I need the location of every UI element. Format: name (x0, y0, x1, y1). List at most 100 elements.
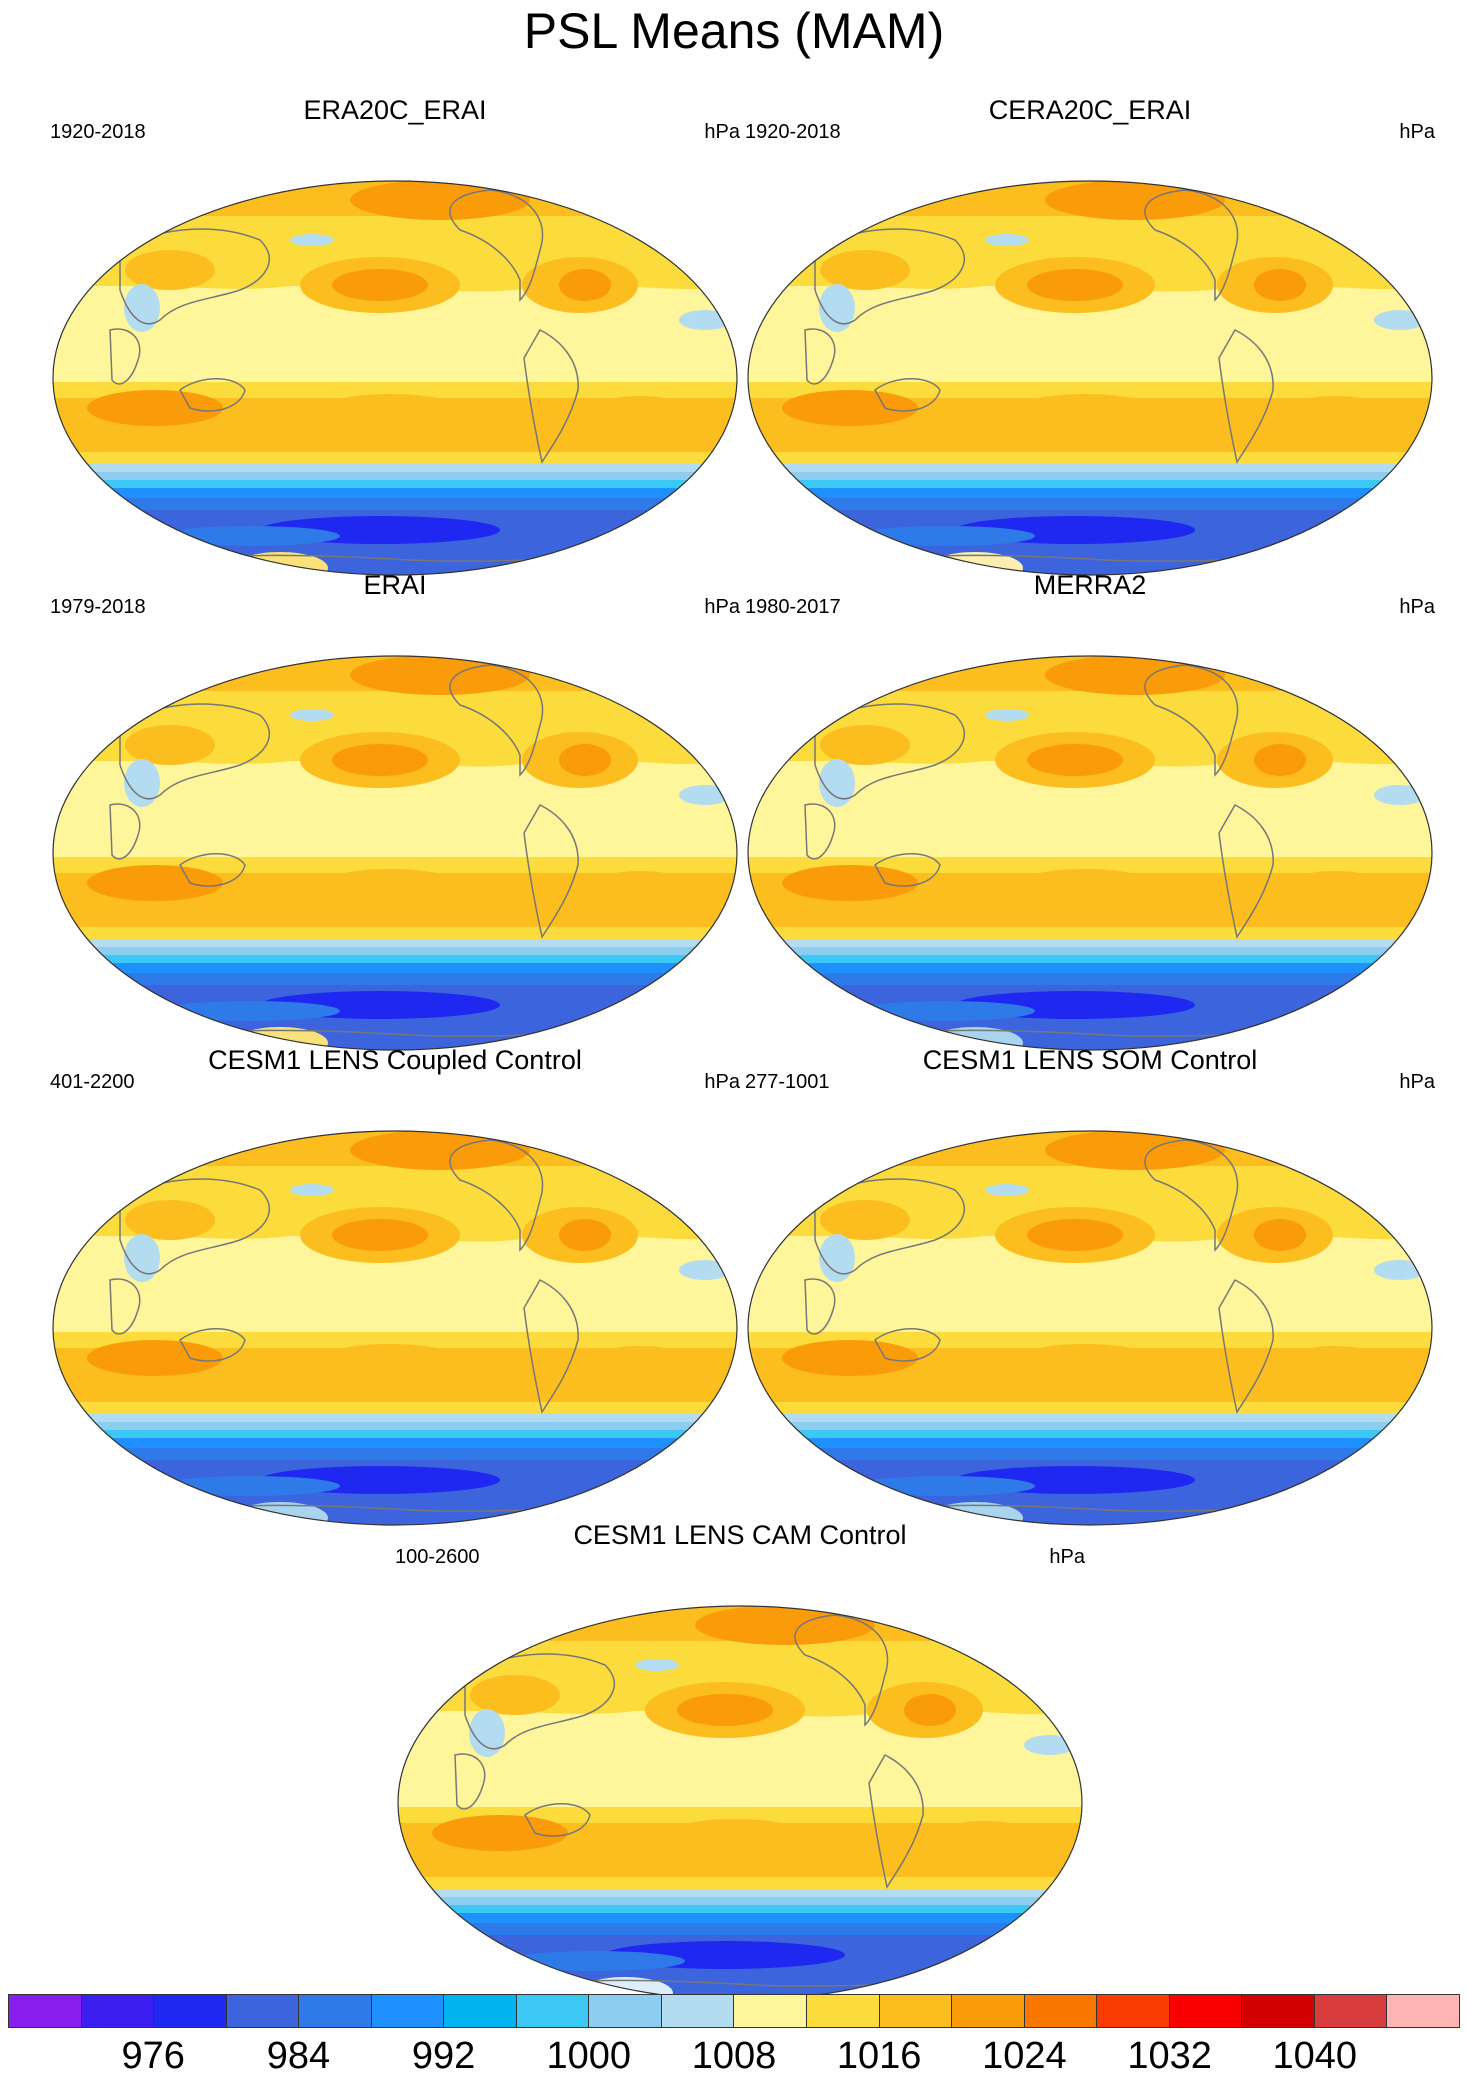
north-atlantic-low (1024, 1735, 1076, 1755)
southern-ocean-5 (53, 498, 737, 510)
atlantic-high-core (559, 269, 611, 301)
panel-years: 401-2200 (50, 1071, 135, 1093)
arctic-high (1045, 1131, 1225, 1170)
aleutian-low (635, 1659, 679, 1671)
colorbar-swatch (516, 1994, 590, 2028)
southern-ocean-4 (53, 488, 737, 498)
colorbar-swatch (661, 1994, 735, 2028)
map-border (52, 1130, 738, 1526)
panel-units: hPa (704, 596, 740, 618)
panel-units: hPa (1399, 121, 1435, 143)
coastline (523, 1279, 579, 1414)
coastline (804, 1278, 836, 1335)
southern-ocean-2 (53, 947, 737, 955)
south-edge-band (748, 452, 1432, 464)
colorbar-swatch (81, 1994, 155, 2028)
southern-ocean-5 (748, 973, 1432, 985)
north-atlantic-low (679, 1260, 731, 1280)
coastline (119, 703, 271, 800)
southern-ocean-1 (748, 1414, 1432, 1422)
south-pacific-high (320, 394, 460, 426)
southern-ocean-2 (398, 1897, 1082, 1905)
south-pacific-high (1015, 1344, 1155, 1376)
panel-units: hPa (1399, 596, 1435, 618)
pacific-high-core (332, 269, 428, 301)
figure-title: PSL Means (MAM) (523, 3, 945, 59)
south-subtropic-inner (748, 857, 1432, 873)
south-atlantic-high (1283, 1346, 1387, 1378)
coastline (794, 1614, 889, 1727)
coastline (179, 853, 246, 887)
panel-title: MERRA2 (1033, 570, 1147, 600)
north-atlantic-low (1374, 1260, 1426, 1280)
southern-ocean-2 (748, 472, 1432, 480)
coastline (523, 329, 579, 464)
colorbar-swatch (1242, 1994, 1315, 2028)
map-field (748, 1131, 1432, 1525)
south-edge-band (748, 1402, 1432, 1414)
siberian-high (470, 1675, 560, 1715)
south-atlantic-high (933, 1821, 1037, 1853)
colorbar-swatch (444, 1994, 517, 2028)
southern-ocean-2 (53, 472, 737, 480)
southern-ocean-3 (748, 955, 1432, 963)
colorbar-swatch (1314, 1994, 1388, 2028)
south-asia-low (124, 759, 160, 807)
indian-high-core (782, 865, 918, 901)
north-atlantic-low (1374, 785, 1426, 805)
southern-ocean-5 (53, 1448, 737, 1460)
south-subtropic-inner (398, 1807, 1082, 1823)
map-projection (52, 180, 738, 576)
colorbar-tick-label: 1040 (1272, 2035, 1358, 2077)
coastline (814, 1178, 966, 1275)
coastline (119, 228, 271, 325)
map-projection (397, 1605, 1083, 2001)
south-pacific-high (320, 1344, 460, 1376)
arctic-high (1045, 656, 1225, 695)
coastline (109, 1278, 141, 1335)
colorbar-tick-label: 992 (411, 2035, 476, 2077)
map-field (53, 656, 737, 1050)
south-subtropic-inner (53, 1332, 737, 1348)
colorbar (8, 1994, 1460, 2028)
panel-title: ERA20C_ERAI (303, 95, 487, 125)
colorbar-swatch (8, 1994, 82, 2028)
indian-high-core (782, 390, 918, 426)
southern-ocean-4 (748, 963, 1432, 973)
coastline (1218, 804, 1274, 939)
south-atlantic-high (588, 1346, 692, 1378)
coastline (874, 378, 941, 412)
coastline (449, 189, 544, 302)
panel-years: 1920-2018 (50, 121, 146, 143)
map-panel: ERAI 1979-2018 hPa (50, 565, 740, 1051)
south-pacific-high (1015, 869, 1155, 901)
south-asia-low (819, 284, 855, 332)
southern-ocean-3 (53, 1430, 737, 1438)
southern-ocean-1 (748, 939, 1432, 947)
trough-west (855, 1476, 1035, 1496)
map-projection (52, 655, 738, 1051)
aleutian-low (290, 234, 334, 246)
indian-high-core (87, 390, 223, 426)
colorbar-swatch (952, 1994, 1025, 2028)
south-atlantic-high (1283, 396, 1387, 428)
colorbar-swatch (1097, 1994, 1170, 2028)
southern-ocean-4 (748, 488, 1432, 498)
colorbar-swatch (299, 1994, 372, 2028)
map-border (747, 180, 1433, 576)
map-projection (747, 655, 1433, 1051)
southern-ocean-2 (53, 1422, 737, 1430)
southern-ocean-1 (53, 464, 737, 472)
coastline (523, 804, 579, 939)
trough-west (160, 1476, 340, 1496)
coastline (464, 1653, 616, 1750)
south-subtropic-inner (53, 857, 737, 873)
colorbar-swatch (807, 1994, 880, 2028)
panel-title: CERA20C_ERAI (988, 95, 1192, 125)
colorbar-swatch (589, 1994, 662, 2028)
north-atlantic-low (679, 785, 731, 805)
southern-ocean-4 (748, 1438, 1432, 1448)
panel-title: CESM1 LENS CAM Control (573, 1520, 907, 1550)
arctic-high (695, 1606, 875, 1645)
coastline (109, 328, 141, 385)
